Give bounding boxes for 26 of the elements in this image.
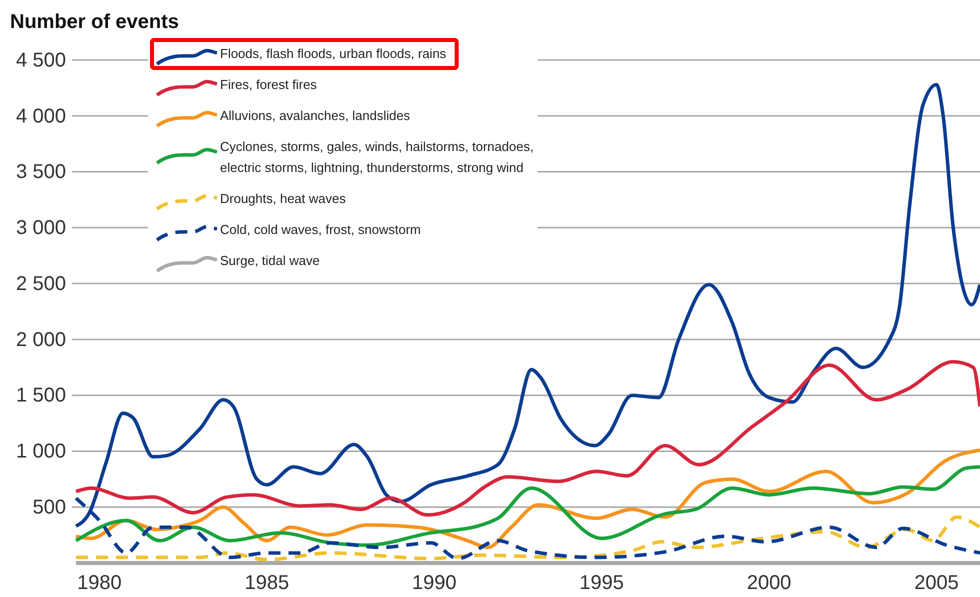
y-tick-label: 1 000	[16, 440, 66, 463]
y-tick-label: 4 000	[16, 105, 66, 128]
legend-label: Floods, flash floods, urban floods, rains	[220, 46, 447, 61]
y-axis-title: Number of events	[10, 11, 179, 33]
legend-label: Surge, tidal wave	[220, 253, 320, 268]
y-tick-label: 3 500	[16, 161, 66, 184]
legend-label: Alluvions, avalanches, landslides	[220, 108, 411, 123]
legend-label: Cold, cold waves, frost, snowstorm	[220, 222, 421, 237]
legend-label: Cyclones, storms, gales, winds, hailstorms, tornadoes, electric storms, lightning, thunderstorms, strong wind	[220, 139, 534, 175]
y-tick-label: 1 500	[16, 384, 66, 407]
x-tick-label: 1980	[77, 572, 122, 594]
y-tick-label: 3 000	[16, 217, 66, 240]
line-series	[74, 465, 980, 547]
x-tick-label: 2005	[914, 572, 959, 594]
x-tick-label: 1990	[412, 572, 456, 594]
y-tick-label: 4 500	[16, 49, 66, 72]
legend-label: Fires, forest fires	[220, 77, 318, 92]
y-tick-label: 2 000	[16, 328, 66, 351]
line-series	[74, 515, 980, 562]
x-tick-label: 1995	[579, 572, 624, 594]
y-tick-label: 2 500	[16, 272, 66, 295]
line-series	[74, 360, 980, 517]
legend-label: Droughts, heat waves	[220, 191, 346, 206]
y-tick-label: 500	[32, 496, 66, 519]
x-tick-label: 1985	[244, 572, 290, 594]
x-tick-label: 2000	[746, 572, 792, 594]
